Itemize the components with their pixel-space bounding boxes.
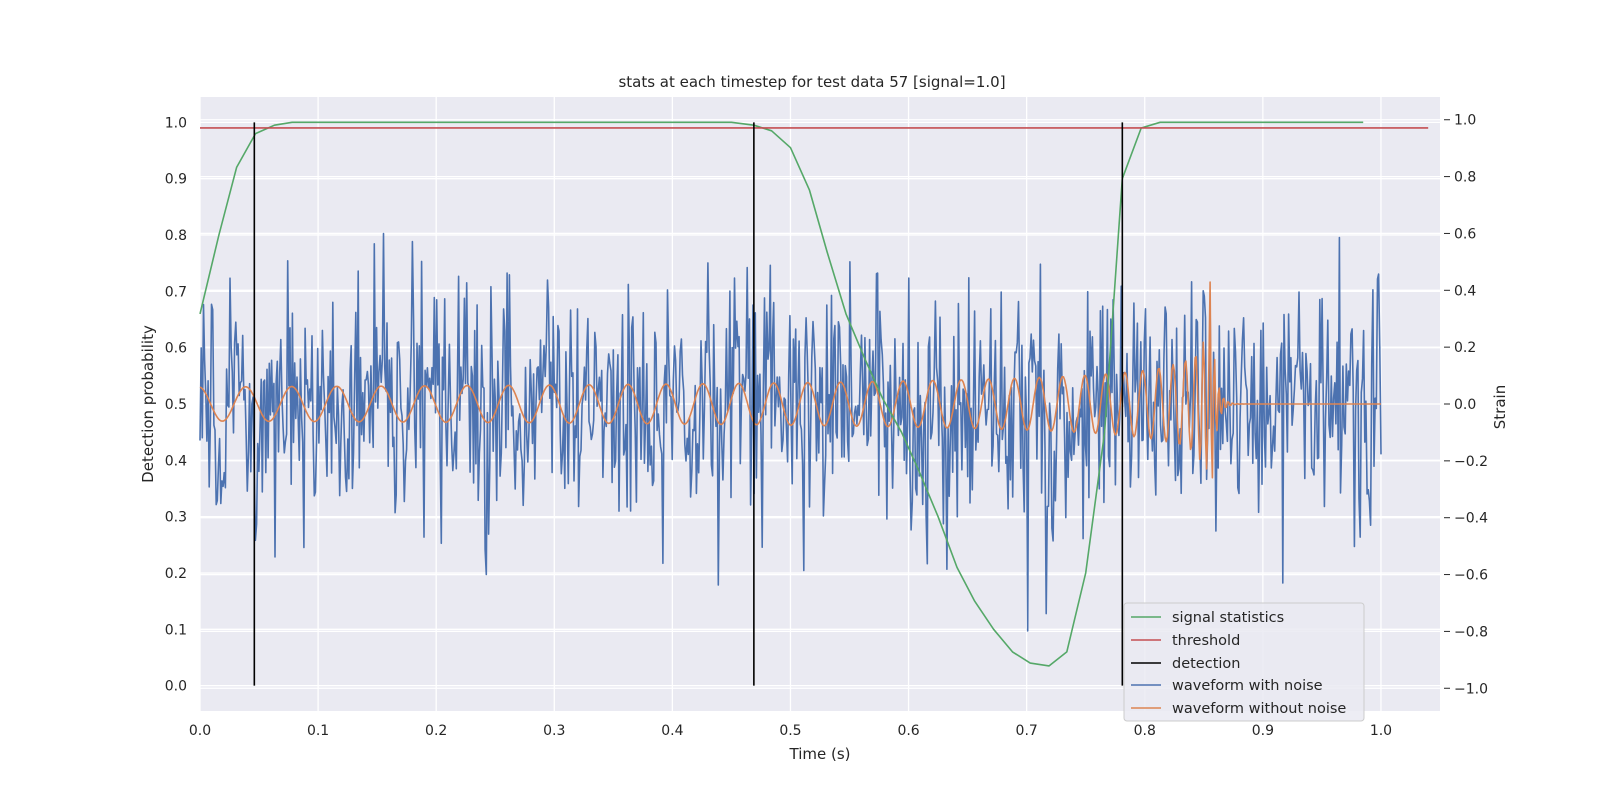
y-right-tick-label: −0.8 — [1454, 624, 1488, 640]
y-right-tick-labels: −1.0 −0.8 −0.6 −0.4 −0.2 0.0 0.2 0.4 0.6 0.8 1.0 — [1444, 113, 1488, 697]
series-signal-statistics — [199, 121, 1364, 667]
x-tick-label: 1.0 — [1370, 723, 1392, 739]
series-detection — [253, 122, 1124, 686]
y-tick-label: 1.0 — [165, 115, 187, 131]
plot-series — [199, 121, 1429, 686]
y-right-tick-label: 0.2 — [1454, 340, 1476, 356]
legend: signal statistics threshold detection wa… — [1123, 602, 1365, 722]
y-tick-label: 0.2 — [165, 566, 187, 582]
x-tick-label: 0.4 — [661, 723, 683, 739]
y-right-tick-label: 1.0 — [1454, 113, 1476, 129]
legend-label-waveform-with-noise: waveform with noise — [1172, 678, 1323, 694]
x-tick-label: 0.1 — [307, 723, 329, 739]
y-tick-label: 0.8 — [165, 228, 187, 244]
x-tick-label: 0.8 — [1134, 723, 1156, 739]
y-tick-label: 0.0 — [165, 679, 187, 695]
series-waveform-with-noise — [199, 232, 1382, 632]
series-waveform-without-noise — [199, 281, 1381, 479]
x-tick-label: 0.0 — [189, 723, 211, 739]
chart-title: stats at each timestep for test data 57 … — [618, 73, 1005, 91]
x-tick-label: 0.2 — [425, 723, 447, 739]
y-right-tick-label: −0.6 — [1454, 568, 1488, 584]
y-right-tick-label: −1.0 — [1454, 681, 1488, 697]
y-tick-label: 0.7 — [165, 284, 187, 300]
y-tick-labels: 0.0 0.1 0.2 0.3 0.4 0.5 0.6 0.7 0.8 0.9 1.0 — [165, 115, 187, 694]
legend-label-waveform-without-noise: waveform without noise — [1172, 701, 1346, 717]
y-right-tick-label: −0.2 — [1454, 454, 1488, 470]
y-right-tick-label: 0.0 — [1454, 397, 1476, 413]
y-right-tick-label: 0.6 — [1454, 226, 1476, 242]
x-tick-label: 0.7 — [1016, 723, 1038, 739]
y-tick-label: 0.4 — [165, 453, 187, 469]
x-tick-label: 0.5 — [779, 723, 801, 739]
y-tick-label: 0.3 — [165, 510, 187, 526]
y-right-axis-label: Strain — [1491, 385, 1509, 429]
x-tick-labels: 0.0 0.1 0.2 0.3 0.4 0.5 0.6 0.7 0.8 0.9 1.0 — [189, 723, 1392, 739]
x-axis-label: Time (s) — [789, 745, 851, 763]
y-tick-label: 0.5 — [165, 397, 187, 413]
x-tick-label: 0.3 — [543, 723, 565, 739]
y-tick-label: 0.1 — [165, 622, 187, 638]
y-right-tick-label: 0.4 — [1454, 283, 1476, 299]
y-right-tick-label: −0.4 — [1454, 511, 1488, 527]
legend-label-threshold: threshold — [1172, 633, 1240, 649]
x-tick-label: 0.9 — [1252, 723, 1274, 739]
legend-box — [1123, 602, 1365, 722]
y-tick-label: 0.9 — [165, 172, 187, 188]
y-tick-label: 0.6 — [165, 341, 187, 357]
legend-label-detection: detection — [1172, 656, 1240, 672]
x-tick-label: 0.6 — [897, 723, 919, 739]
legend-label-signal-statistics: signal statistics — [1172, 610, 1284, 626]
y-right-tick-label: 0.8 — [1454, 170, 1476, 186]
y-axis-label: Detection probability — [139, 325, 157, 483]
